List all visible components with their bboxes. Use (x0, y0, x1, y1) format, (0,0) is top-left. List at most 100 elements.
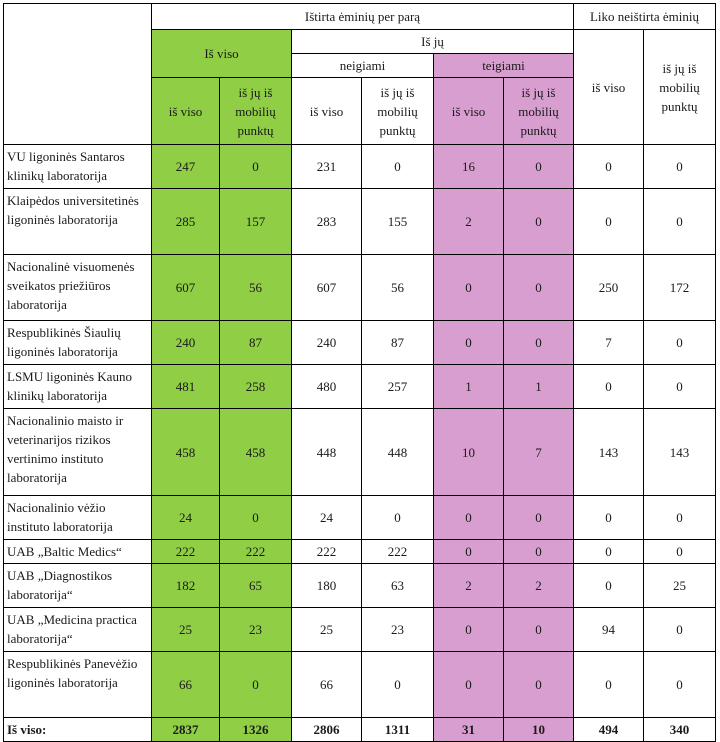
cell-negative: 180 (291, 563, 362, 608)
group-tested-header: Ištirta ėminių per parą (151, 3, 574, 30)
total-cell-positive: 31 (433, 717, 504, 742)
cell-total: 458 (151, 408, 220, 496)
table-row: UAB „Medicina practica laboratorija“ 25 23… (3, 607, 716, 652)
table-row: VU ligoninės Santaros klinikų laboratori… (3, 144, 716, 189)
cell-positive-mobile: 1 (503, 364, 574, 409)
table-row: Nacionalinio maisto ir veterinarijos riz… (3, 408, 716, 496)
cell-total-mobile: 23 (219, 607, 292, 652)
total-sub-header: iš viso (151, 77, 220, 145)
positive-sub-header: iš viso (433, 77, 504, 145)
cell-negative-mobile: 155 (361, 188, 434, 255)
cell-positive-mobile: 0 (503, 495, 574, 540)
cell-name: Klaipėdos universitetinės ligoninės labo… (3, 188, 152, 255)
cell-total: 24 (151, 495, 220, 540)
total-cell-untested-mobile: 340 (643, 717, 716, 742)
cell-negative-mobile: 0 (361, 495, 434, 540)
cell-positive: 10 (433, 408, 504, 496)
total-cell-untested: 494 (573, 717, 644, 742)
cell-name: Respublikinės Šiaulių ligoninės laborato… (3, 320, 152, 365)
positive-mobile-sub-header: iš jų iš mobilių punktų (503, 77, 574, 145)
cell-untested-mobile: 0 (643, 495, 716, 540)
cell-total-mobile: 0 (219, 144, 292, 189)
cell-untested: 0 (573, 144, 644, 189)
cell-positive-mobile: 0 (503, 144, 574, 189)
cell-negative-mobile: 63 (361, 563, 434, 608)
table-row: Nacionalinė visuomenės sveikatos priežiū… (3, 254, 716, 321)
cell-positive: 2 (433, 563, 504, 608)
cell-name: Nacionalinio maisto ir veterinarijos riz… (3, 408, 152, 496)
cell-positive-mobile: 7 (503, 408, 574, 496)
cell-untested: 0 (573, 495, 644, 540)
cell-total-mobile: 258 (219, 364, 292, 409)
cell-untested: 143 (573, 408, 644, 496)
total-header: Iš viso (151, 29, 292, 78)
total-cell-total-mobile: 1326 (219, 717, 292, 742)
cell-name: Nacionalinio vėžio instituto laboratorij… (3, 495, 152, 540)
cell-untested: 0 (573, 651, 644, 718)
cell-negative-mobile: 23 (361, 607, 434, 652)
cell-untested: 0 (573, 563, 644, 608)
cell-positive-mobile: 0 (503, 254, 574, 321)
cell-negative-mobile: 448 (361, 408, 434, 496)
cell-positive: 2 (433, 188, 504, 255)
total-cell-total: 2837 (151, 717, 220, 742)
cell-total-mobile: 65 (219, 563, 292, 608)
cell-total-mobile: 157 (219, 188, 292, 255)
cell-negative-mobile: 0 (361, 144, 434, 189)
table-row: Klaipėdos universitetinės ligoninės labo… (3, 188, 716, 255)
cell-total: 247 (151, 144, 220, 189)
cell-positive-mobile: 0 (503, 539, 574, 564)
cell-negative-mobile: 0 (361, 651, 434, 718)
cell-total: 182 (151, 563, 220, 608)
cell-negative-mobile: 257 (361, 364, 434, 409)
corner-cell (3, 3, 152, 145)
cell-untested: 0 (573, 188, 644, 255)
table-row: Respublikinės Panevėžio ligoninės labora… (3, 651, 716, 718)
cell-positive-mobile: 0 (503, 188, 574, 255)
cell-untested-mobile: 25 (643, 563, 716, 608)
cell-positive-mobile: 2 (503, 563, 574, 608)
cell-negative: 222 (291, 539, 362, 564)
table-row: UAB „Diagnostikos laboratorija“ 182 65 180 6… (3, 563, 716, 608)
cell-untested: 0 (573, 539, 644, 564)
cell-negative-mobile: 87 (361, 320, 434, 365)
cell-total: 240 (151, 320, 220, 365)
cell-negative: 231 (291, 144, 362, 189)
cell-total-mobile: 56 (219, 254, 292, 321)
cell-untested-mobile: 0 (643, 539, 716, 564)
cell-untested-mobile: 172 (643, 254, 716, 321)
cell-untested: 250 (573, 254, 644, 321)
total-mobile-sub-header: iš jų iš mobilių punktų (219, 77, 292, 145)
cell-total: 481 (151, 364, 220, 409)
cell-positive: 0 (433, 254, 504, 321)
cell-untested-mobile: 0 (643, 651, 716, 718)
cell-name: UAB „Baltic Medics“ (3, 539, 152, 564)
cell-total-mobile: 87 (219, 320, 292, 365)
totals-row: Iš viso: 2837 1326 2806 1311 31 10 494 340 (3, 717, 716, 742)
cell-total-mobile: 0 (219, 651, 292, 718)
cell-name: VU ligoninės Santaros klinikų laboratori… (3, 144, 152, 189)
cell-negative-mobile: 56 (361, 254, 434, 321)
of-them-header: Iš jų (291, 29, 574, 54)
table-row: UAB „Baltic Medics“ 222 222 222 222 0 0 0 0 (3, 539, 716, 564)
cell-total: 66 (151, 651, 220, 718)
cell-negative: 24 (291, 495, 362, 540)
total-cell-name: Iš viso: (3, 717, 152, 742)
cell-untested: 7 (573, 320, 644, 365)
cell-untested: 0 (573, 364, 644, 409)
negative-sub-header: iš viso (291, 77, 362, 145)
cell-total: 25 (151, 607, 220, 652)
cell-untested-mobile: 0 (643, 188, 716, 255)
table-row: Respublikinės Šiaulių ligoninės laborato… (3, 320, 716, 365)
untested-mobile-header: iš jų iš mobilių punktų (643, 29, 716, 145)
cell-untested-mobile: 0 (643, 320, 716, 365)
cell-untested-mobile: 0 (643, 607, 716, 652)
cell-total-mobile: 0 (219, 495, 292, 540)
group-untested-header: Liko neištirta ėminių (573, 3, 716, 30)
cell-untested-mobile: 0 (643, 144, 716, 189)
cell-positive: 0 (433, 495, 504, 540)
cell-positive: 0 (433, 607, 504, 652)
cell-untested: 94 (573, 607, 644, 652)
negative-mobile-sub-header: iš jų iš mobilių punktų (361, 77, 434, 145)
cell-negative: 607 (291, 254, 362, 321)
